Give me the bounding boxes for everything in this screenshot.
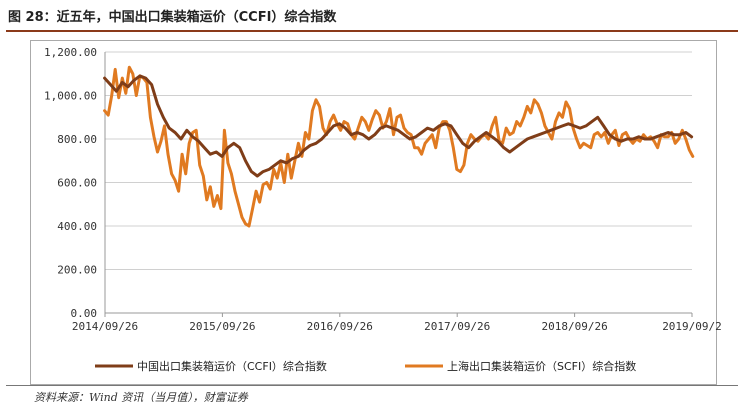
legend-scfi-label: 上海出口集装箱运价（SCFI）综合指数 [447,359,636,373]
grid-lines [105,51,692,270]
x-tick-label: 2019/09/2 [662,320,722,333]
y-tick-labels: 0.00 200.00 400.00 600.00 800.00 1,000.00 1,20… [44,46,97,320]
y-tick-label: 1,200.00 [44,46,97,59]
series-lines [103,65,695,228]
legend-ccfi-label: 中国出口集装箱运价（CCFI）综合指数 [137,359,327,373]
y-tick-label: 600.00 [57,177,97,190]
axes [104,52,693,317]
x-tick-label: 2014/09/26 [72,320,138,333]
ccfi-series-line [103,74,694,178]
x-tick-label: 2016/09/26 [307,320,373,333]
source-divider [6,385,738,386]
source-note: 资料来源：Wind 资讯（当月值），财富证券 [34,391,248,404]
x-tick-label: 2017/09/26 [424,320,490,333]
y-tick-label: 1,000.00 [44,90,97,103]
x-tick-label: 2015/09/26 [189,320,255,333]
y-tick-label: 200.00 [57,264,97,277]
plot-frame [30,40,717,385]
y-tick-label: 400.00 [57,220,97,233]
line-chart: 0.00 200.00 400.00 600.00 800.00 1,000.00 1,20… [44,46,722,373]
legend: 中国出口集装箱运价（CCFI）综合指数 上海出口集装箱运价（SCFI）综合指数 [95,359,636,373]
title-divider [6,30,738,32]
x-tick-labels: 2014/09/26 2015/09/26 2016/09/26 2017/09/26… [72,320,722,333]
y-tick-label: 0.00 [71,307,98,320]
scfi-series-line [103,65,695,228]
y-tick-label: 800.00 [57,133,97,146]
chart-title: 图 28：近五年，中国出口集装箱运价（CCFI）综合指数 [8,10,337,25]
x-tick-label: 2018/09/26 [541,320,607,333]
